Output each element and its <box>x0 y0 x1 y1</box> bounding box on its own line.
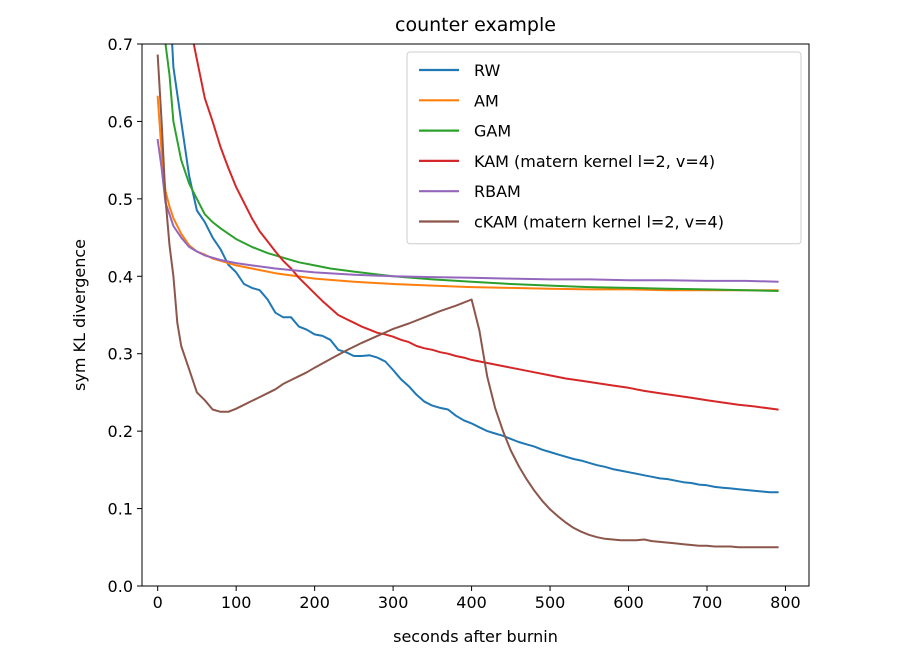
legend-label: RW <box>474 61 500 80</box>
y-tick-label: 0.2 <box>108 422 133 441</box>
legend-label: AM <box>474 91 499 110</box>
y-tick-label: 0.1 <box>108 500 133 519</box>
legend-label: RBAM <box>474 182 521 201</box>
x-tick-label: 500 <box>535 593 566 612</box>
y-tick-label: 0.0 <box>108 577 133 596</box>
series-line-ckam <box>156 54 779 549</box>
legend-label: KAM (matern kernel l=2, v=4) <box>474 152 715 171</box>
x-tick-label: 800 <box>770 593 801 612</box>
series-line-gam <box>164 44 779 293</box>
y-tick-label: 0.5 <box>108 190 133 209</box>
series-line-rw <box>171 44 779 494</box>
series-line-am <box>156 95 779 292</box>
y-axis: 0.0 0.1 0.2 0.3 0.4 0.5 0.6 0.7 <box>108 35 142 596</box>
x-axis-label: seconds after burnin <box>393 627 558 646</box>
x-tick-label: 400 <box>456 593 487 612</box>
plot-frame <box>141 43 810 587</box>
legend: RW AM GAM KAM (matern kernel l=2, v=4) RBAM c… <box>406 51 802 245</box>
y-tick-label: 0.3 <box>108 345 133 364</box>
y-tick-label: 0.7 <box>108 35 133 54</box>
x-tick-label: 200 <box>299 593 330 612</box>
legend-box <box>406 51 802 245</box>
y-axis-label: sym KL divergence <box>70 239 89 391</box>
x-tick-label: 700 <box>692 593 723 612</box>
y-tick-label: 0.4 <box>108 267 133 286</box>
x-tick-label: 100 <box>221 593 252 612</box>
legend-label: GAM <box>474 122 511 141</box>
chart-title: counter example <box>395 14 556 36</box>
y-tick-label: 0.6 <box>108 112 133 131</box>
legend-label: cKAM (matern kernel l=2, v=4) <box>474 213 724 232</box>
x-tick-label: 0 <box>153 593 163 612</box>
series-line-rbam <box>156 138 779 283</box>
x-axis: 0 100 200 300 400 500 600 700 800 <box>153 586 801 612</box>
series-layer <box>156 44 779 549</box>
series-line-kam <box>192 44 779 411</box>
x-tick-label: 300 <box>378 593 409 612</box>
x-tick-label: 600 <box>613 593 644 612</box>
